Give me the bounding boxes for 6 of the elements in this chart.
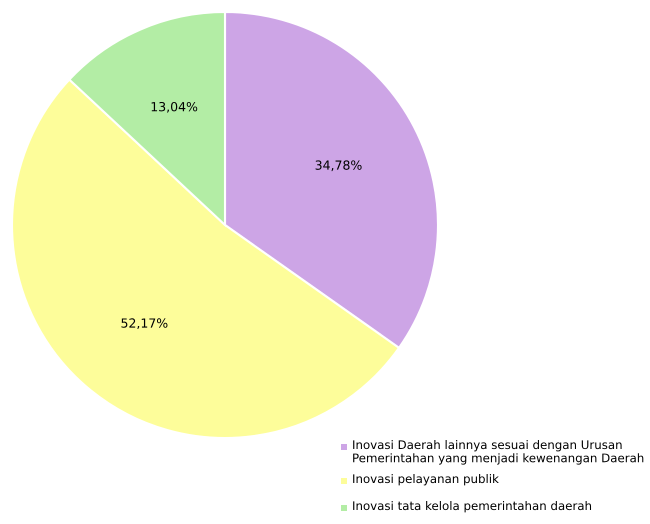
legend-label: Inovasi Daerah lainnya sesuai dengan Urusan Pemerintahan yang menjadi kewenangan Daerah bbox=[353, 440, 644, 465]
data-label: 13,04% bbox=[152, 102, 198, 113]
data-label: 34,78% bbox=[316, 160, 362, 172]
legend-label: Inovasi pelayanan publik bbox=[353, 474, 499, 486]
data-label: 52,17% bbox=[121, 318, 168, 330]
legend-label: Inovasi tata kelola pemerintahan daerah bbox=[353, 501, 592, 512]
